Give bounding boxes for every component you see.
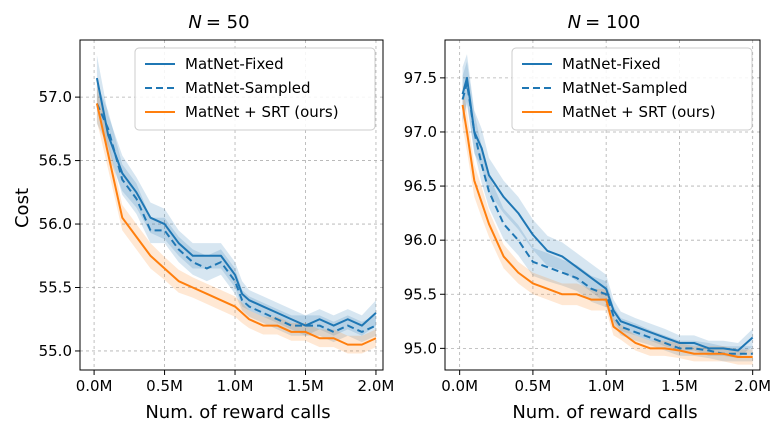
series-line-sampled xyxy=(95,103,377,333)
series-line-srt xyxy=(95,103,377,346)
y-tick-label: 96.0 xyxy=(404,231,437,249)
band-sampled xyxy=(96,83,376,343)
y-tick-label: 95.0 xyxy=(404,339,437,357)
x-tick-label: 1.0M xyxy=(588,377,625,395)
y-tick-label: 56.0 xyxy=(39,215,72,233)
legend-box xyxy=(511,47,753,131)
panel-n100: N = 100 Num. of reward calls 0.0M 0.5M 1.0M… xyxy=(404,12,771,423)
x-tick-label: 1.5M xyxy=(287,377,324,395)
x-tick-label: 1.0M xyxy=(217,377,254,395)
x-tick-label: 0.0M xyxy=(441,377,478,395)
legend-label-sampled: MatNet-Sampled xyxy=(185,79,311,97)
legend-label-srt: MatNet + SRT (ours) xyxy=(562,103,716,121)
y-tick-label: 55.5 xyxy=(39,279,72,297)
series-line-fixed xyxy=(95,77,377,327)
title-variable: N xyxy=(568,12,581,33)
x-tick-label: 1.5M xyxy=(661,377,698,395)
x-tick-label: 2.0M xyxy=(358,377,395,395)
title-value: = 50 xyxy=(206,12,250,33)
plot-area xyxy=(461,54,754,365)
y-tick-label: 97.5 xyxy=(404,69,437,87)
plot-frame xyxy=(444,39,761,371)
plot-frame xyxy=(79,39,384,371)
series-line-sampled xyxy=(461,82,753,355)
band-fixed xyxy=(462,54,753,359)
y-tick-label: 97.0 xyxy=(404,123,437,141)
x-tick-label: 0.5M xyxy=(515,377,552,395)
ticks: 0.0M 0.5M 1.0M 1.5M 2.0M 55.0 55.5 56.0 56.5 57.0 xyxy=(39,88,395,395)
series-line-srt xyxy=(461,104,753,359)
x-tick-label: 2.0M xyxy=(734,377,771,395)
x-tick-label: 0.5M xyxy=(146,377,183,395)
legend: MatNet-Fixed MatNet-Sampled MatNet + SRT (… xyxy=(511,47,753,131)
x-axis-label: Num. of reward calls xyxy=(512,402,697,423)
legend-label-fixed: MatNet-Fixed xyxy=(185,55,284,73)
panel-title: N = 50 xyxy=(188,12,249,33)
band-srt xyxy=(462,83,753,365)
series-line-fixed xyxy=(461,76,754,352)
legend-label-srt: MatNet + SRT (ours) xyxy=(185,103,339,121)
x-axis-label: Num. of reward calls xyxy=(145,402,330,423)
x-tick-label: 0.0M xyxy=(76,377,113,395)
y-tick-label: 57.0 xyxy=(39,88,72,106)
y-tick-label: 96.5 xyxy=(404,177,437,195)
band-srt xyxy=(96,85,376,354)
title-value: = 100 xyxy=(585,12,640,33)
y-tick-label: 56.5 xyxy=(39,152,72,170)
panel-n50: N = 50 Cost Num. of reward calls 0.0M 0.5M… xyxy=(12,12,394,423)
y-tick-label: 55.0 xyxy=(39,342,72,360)
y-tick-label: 95.5 xyxy=(404,285,437,303)
y-axis-label: Cost xyxy=(12,188,33,228)
title-variable: N xyxy=(188,12,201,33)
plot-area xyxy=(95,55,377,354)
ticks: 0.0M 0.5M 1.0M 1.5M 2.0M 95.0 95.5 96.0 96.5 97.0… xyxy=(404,69,771,395)
legend-label-sampled: MatNet-Sampled xyxy=(562,79,688,97)
legend-box xyxy=(134,47,376,131)
legend-label-fixed: MatNet-Fixed xyxy=(562,55,661,73)
panel-title: N = 100 xyxy=(568,12,641,33)
legend: MatNet-Fixed MatNet-Sampled MatNet + SRT (… xyxy=(134,47,376,131)
